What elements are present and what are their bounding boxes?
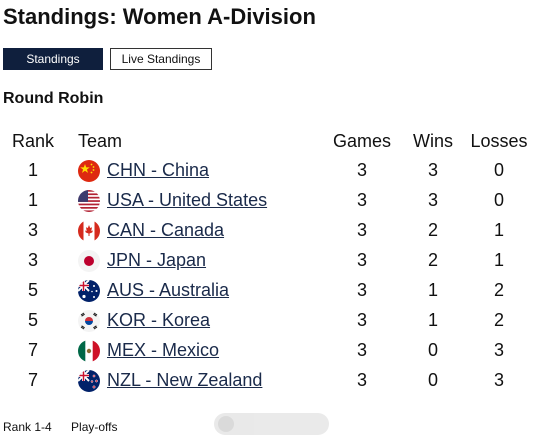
games-cell: 3 (356, 220, 367, 240)
table-row: 5 AUS - Australia 3 1 2 (0, 275, 539, 305)
rank-cell: 7 (27, 370, 38, 390)
losses-cell: 2 (493, 280, 504, 300)
rank-cell: 5 (27, 280, 38, 300)
team-link-korea[interactable]: KOR - Korea (107, 310, 211, 330)
rank-cell: 5 (27, 310, 38, 330)
legend: Rank 1-4 Play-offs (3, 420, 118, 434)
games-cell: 3 (356, 160, 367, 180)
header-team: Team (78, 131, 123, 151)
losses-cell: 1 (493, 250, 504, 270)
table-row: 5 KOR - Korea 3 1 2 (0, 305, 539, 335)
table-row: 7 MEX - Mexico 3 0 3 (0, 335, 539, 365)
rank-cell: 3 (27, 220, 38, 240)
table-row: 3 CAN - Canada 3 2 1 (0, 215, 539, 245)
legend-playoffs-label: Play-offs (71, 420, 118, 434)
japan-flag-icon (78, 250, 100, 272)
wins-cell: 1 (427, 310, 438, 330)
rank-cell: 1 (27, 190, 38, 210)
table-row: 1 CHN - China 3 3 0 (0, 155, 539, 185)
wins-cell: 0 (427, 370, 438, 390)
rank-cell: 1 (27, 160, 38, 180)
wins-cell: 2 (427, 220, 438, 240)
team-link-mexico[interactable]: MEX - Mexico (107, 340, 220, 360)
wins-cell: 0 (427, 340, 438, 360)
watermark-icon (218, 416, 234, 432)
canada-flag-icon (78, 220, 100, 242)
tab-live-standings[interactable]: Live Standings (110, 48, 212, 70)
rank-cell: 3 (27, 250, 38, 270)
losses-cell: 2 (493, 310, 504, 330)
table-header: Rank Team Games Wins Losses (0, 126, 539, 156)
header-losses: Losses (470, 131, 528, 151)
games-cell: 3 (356, 190, 367, 210)
table-row: 7 NZL - New Zealand 3 0 3 (0, 365, 539, 395)
team-link-new-zealand[interactable]: NZL - New Zealand (107, 370, 263, 390)
usa-flag-icon (78, 190, 100, 212)
section-title: Round Robin (3, 90, 104, 107)
losses-cell: 1 (493, 220, 504, 240)
page-title: Standings: Women A-Division (3, 4, 316, 29)
legend-rank-range: Rank 1-4 (3, 420, 52, 434)
standings-tabs: Standings Live Standings (3, 48, 212, 70)
korea-flag-icon (78, 310, 100, 332)
team-link-canada[interactable]: CAN - Canada (107, 220, 225, 240)
table-row: 3 JPN - Japan 3 2 1 (0, 245, 539, 275)
losses-cell: 3 (493, 370, 504, 390)
games-cell: 3 (356, 250, 367, 270)
table-row: 1 USA - United States 3 3 0 (0, 185, 539, 215)
losses-cell: 3 (493, 340, 504, 360)
wins-cell: 3 (427, 190, 438, 210)
rank-cell: 7 (27, 340, 38, 360)
new-zealand-flag-icon (78, 370, 100, 392)
losses-cell: 0 (493, 160, 504, 180)
team-link-china[interactable]: CHN - China (107, 160, 210, 180)
games-cell: 3 (356, 370, 367, 390)
watermark-logo (214, 413, 329, 435)
header-games: Games (332, 131, 392, 151)
wins-cell: 3 (427, 160, 438, 180)
australia-flag-icon (78, 280, 100, 302)
tab-standings[interactable]: Standings (3, 48, 103, 70)
games-cell: 3 (356, 340, 367, 360)
losses-cell: 0 (493, 190, 504, 210)
team-link-japan[interactable]: JPN - Japan (107, 250, 207, 270)
wins-cell: 2 (427, 250, 438, 270)
team-link-usa[interactable]: USA - United States (107, 190, 268, 210)
china-flag-icon (78, 160, 100, 182)
team-link-australia[interactable]: AUS - Australia (107, 280, 230, 300)
header-wins: Wins (413, 131, 453, 151)
mexico-flag-icon (78, 340, 100, 362)
games-cell: 3 (356, 280, 367, 300)
header-rank: Rank (11, 131, 55, 151)
games-cell: 3 (356, 310, 367, 330)
wins-cell: 1 (427, 280, 438, 300)
